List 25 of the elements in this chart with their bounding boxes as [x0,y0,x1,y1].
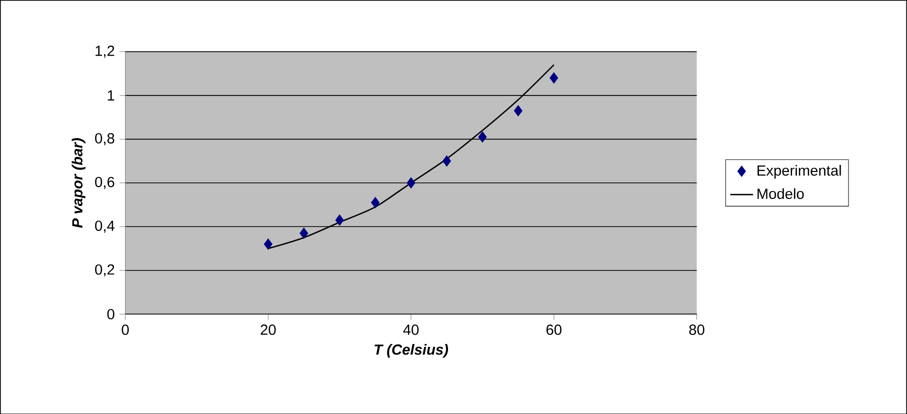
y-tick-label: 0,8 [95,132,114,146]
point [442,155,452,166]
x-tick-label: 60 [546,324,562,335]
x-tick-label: 20 [260,324,276,335]
x-tick-label: 0 [122,324,129,335]
point [550,72,558,84]
x-axis-title: T (Celsius) [374,344,448,358]
point [264,238,272,250]
x-tick-label: 40 [403,324,419,335]
y-tick-label: 1 [108,90,114,100]
y-tick-label: 1,2 [96,45,114,58]
y-axis-title: P vapor (bar) [72,138,86,228]
point [514,104,522,116]
point [478,131,487,142]
point [300,227,308,239]
legend-label: Modelo [758,188,804,199]
x-tick-label: 80 [689,324,704,335]
point [371,196,380,208]
y-tick-label: 0,2 [95,264,114,276]
y-tick-label: 0,4 [95,220,114,232]
point [406,177,416,188]
legend-label: Experimental [758,164,841,178]
y-tick-label: 0 [107,308,114,320]
y-tick-label: 0,6 [95,176,114,189]
point [335,214,344,226]
